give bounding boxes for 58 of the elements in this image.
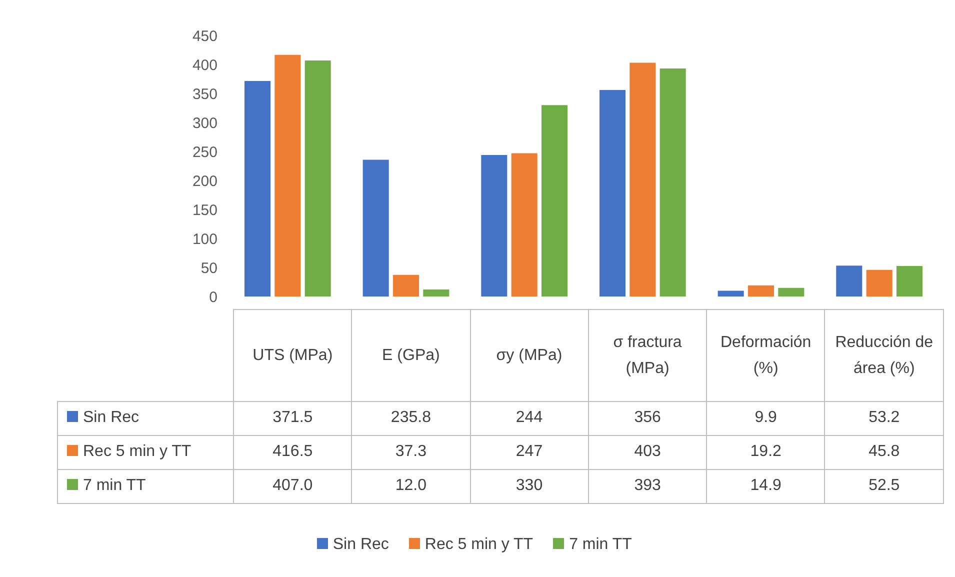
bar xyxy=(718,290,744,296)
y-tick-label: 150 xyxy=(192,202,218,219)
x-tick-label: σy (MPa) xyxy=(470,310,588,402)
data-label: 19.2 xyxy=(706,436,825,470)
bar xyxy=(392,274,420,296)
y-tick-label: 400 xyxy=(192,57,218,74)
legend-label: 7 min TT xyxy=(568,536,632,553)
bar xyxy=(274,54,301,296)
data-label: 407.0 xyxy=(234,470,352,504)
x-tick-label: σ fractura (MPa) xyxy=(588,310,707,402)
y-tick-label: 200 xyxy=(192,173,218,190)
y-tick-label: 300 xyxy=(192,115,218,132)
data-label: 9.9 xyxy=(706,402,825,436)
data-label: 12.0 xyxy=(352,470,470,504)
bar xyxy=(304,60,331,296)
bar xyxy=(866,270,892,296)
legend-label: Rec 5 min y TT xyxy=(58,436,234,470)
bar xyxy=(896,266,923,296)
bar xyxy=(836,266,862,296)
data-label: 356 xyxy=(588,402,707,436)
y-tick-label: 450 xyxy=(192,28,218,45)
text: Sin Rec xyxy=(332,536,389,553)
y-tick-label: 50 xyxy=(200,260,218,277)
data-label: 52.5 xyxy=(824,470,944,504)
data-label: 247 xyxy=(470,436,588,470)
data-label: 14.9 xyxy=(706,470,825,504)
x-tick-label: E (GPa) xyxy=(352,310,470,402)
data-label: 403 xyxy=(588,436,707,470)
x-tick-label: Reducción de área (%) xyxy=(824,310,944,402)
bar xyxy=(541,105,568,296)
data-label: 330 xyxy=(470,470,588,504)
data-label: 45.8 xyxy=(824,436,944,470)
bar xyxy=(660,68,686,296)
data-label: 244 xyxy=(470,402,588,436)
bar xyxy=(362,160,389,296)
text: 7 min TT xyxy=(83,477,146,494)
data-label: 53.2 xyxy=(824,402,944,436)
bar xyxy=(599,90,626,296)
y-tick-label: 250 xyxy=(192,144,218,161)
bar xyxy=(481,154,508,296)
legend-label: Sin Rec xyxy=(58,402,234,436)
bar xyxy=(630,62,656,296)
data-label: 37.3 xyxy=(352,436,470,470)
x-tick-label: UTS (MPa) xyxy=(234,310,352,402)
x-tick-label: Deformación (%) xyxy=(706,310,825,402)
bar xyxy=(423,290,450,296)
y-tick-label: 0 xyxy=(209,289,218,306)
data-label: 371.5 xyxy=(234,402,352,436)
y-tick-label: 100 xyxy=(192,231,218,248)
data-label: 393 xyxy=(588,470,707,504)
data-label: 416.5 xyxy=(234,436,352,470)
data-label: 235.8 xyxy=(352,402,470,436)
bar xyxy=(244,81,271,296)
text: Rec 5 min y TT xyxy=(424,536,534,553)
bar xyxy=(778,288,804,296)
bar xyxy=(511,153,538,296)
y-tick-label: 350 xyxy=(192,86,218,103)
bar xyxy=(748,285,774,296)
